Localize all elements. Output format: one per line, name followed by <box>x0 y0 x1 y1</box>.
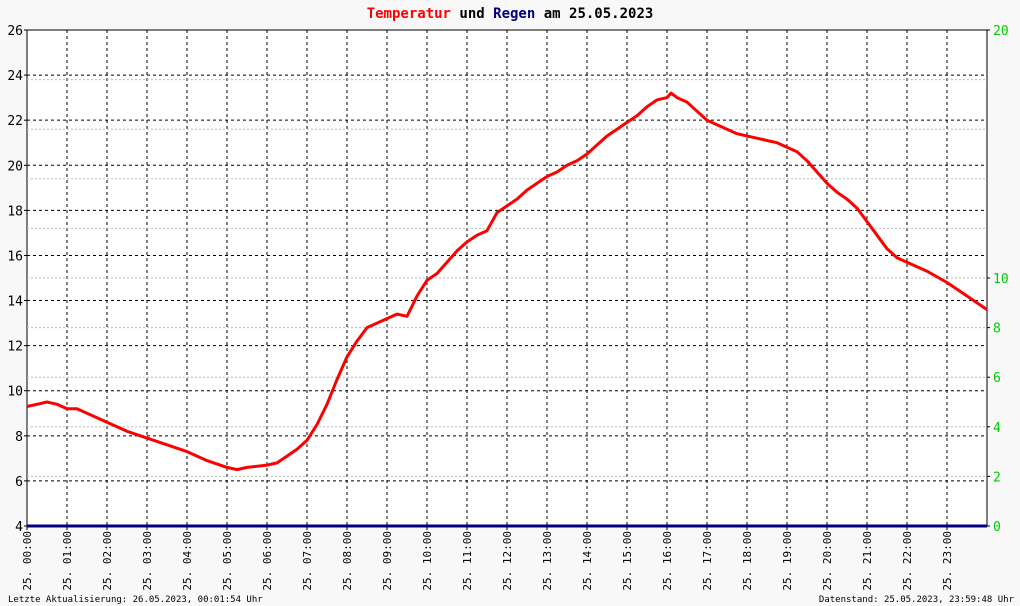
x-tick-label: 25. 00:00 <box>21 531 34 591</box>
x-axis: 25. 00:00 25. 01:00 25. 02:00 25. 03:00 25. … <box>21 526 954 591</box>
y2-tick-label: 20 <box>993 24 1009 39</box>
x-tick-label: 25. 01:00 <box>61 531 74 591</box>
grid <box>27 30 987 526</box>
x-tick-label: 25. 16:00 <box>661 531 674 591</box>
x-tick-label: 25. 05:00 <box>221 531 234 591</box>
y2-tick-label: 0 <box>993 520 1001 535</box>
y-tick-label: 14 <box>7 295 23 310</box>
footer-right: Datenstand: 25.05.2023, 23:59:48 Uhr <box>819 595 1015 605</box>
y-tick-label: 18 <box>7 204 23 219</box>
y-tick-label: 6 <box>15 475 23 490</box>
y-tick-label: 12 <box>7 340 23 355</box>
x-tick-label: 25. 09:00 <box>381 531 394 591</box>
chart-title: Temperatur und Regen am 25.05.2023 <box>367 6 654 22</box>
x-tick-label: 25. 21:00 <box>861 531 874 591</box>
x-tick-label: 25. 08:00 <box>341 531 354 591</box>
y-tick-label: 4 <box>15 520 23 535</box>
series-layer <box>26 91 988 528</box>
x-tick-label: 25. 03:00 <box>141 531 154 591</box>
x-tick-label: 25. 04:00 <box>181 531 194 591</box>
x-tick-label: 25. 22:00 <box>901 531 914 591</box>
x-tick-label: 25. 14:00 <box>581 531 594 591</box>
y2-tick-label: 6 <box>993 371 1001 386</box>
y-tick-label: 8 <box>15 430 23 445</box>
y-tick-label: 26 <box>7 24 23 39</box>
x-tick-label: 25. 10:00 <box>421 531 434 591</box>
y-axis-left: 4 6 8 10 12 14 16 18 20 22 24 26 <box>7 24 27 535</box>
y-tick-label: 10 <box>7 385 23 400</box>
x-tick-label: 25. 20:00 <box>821 531 834 591</box>
x-tick-label: 25. 19:00 <box>781 531 794 591</box>
y2-tick-label: 8 <box>993 322 1001 337</box>
x-tick-label: 25. 13:00 <box>541 531 554 591</box>
x-tick-label: 25. 18:00 <box>741 531 754 591</box>
y2-tick-label: 4 <box>993 421 1001 436</box>
x-tick-label: 25. 12:00 <box>501 531 514 591</box>
x-tick-label: 25. 07:00 <box>301 531 314 591</box>
y2-tick-label: 10 <box>993 272 1009 287</box>
y-tick-label: 22 <box>7 114 23 129</box>
y-tick-label: 24 <box>7 69 23 84</box>
title-part: und <box>451 6 493 22</box>
title-part: Regen <box>493 6 535 22</box>
temperature-series-line <box>26 91 988 472</box>
y-tick-label: 16 <box>7 249 23 264</box>
y2-tick-label: 2 <box>993 470 1001 485</box>
y-axis-right: 0 2 4 6 8 10 20 <box>987 24 1009 535</box>
x-tick-label: 25. 23:00 <box>941 531 954 591</box>
x-tick-label: 25. 17:00 <box>701 531 714 591</box>
footer-left: Letzte Aktualisierung: 26.05.2023, 00:01… <box>8 595 263 605</box>
y-tick-label: 20 <box>7 159 23 174</box>
x-tick-label: 25. 02:00 <box>101 531 114 591</box>
x-tick-label: 25. 11:00 <box>461 531 474 591</box>
x-tick-label: 25. 06:00 <box>261 531 274 591</box>
x-tick-label: 25. 15:00 <box>621 531 634 591</box>
title-part: Temperatur <box>367 6 451 22</box>
title-part: am 25.05.2023 <box>535 6 653 22</box>
